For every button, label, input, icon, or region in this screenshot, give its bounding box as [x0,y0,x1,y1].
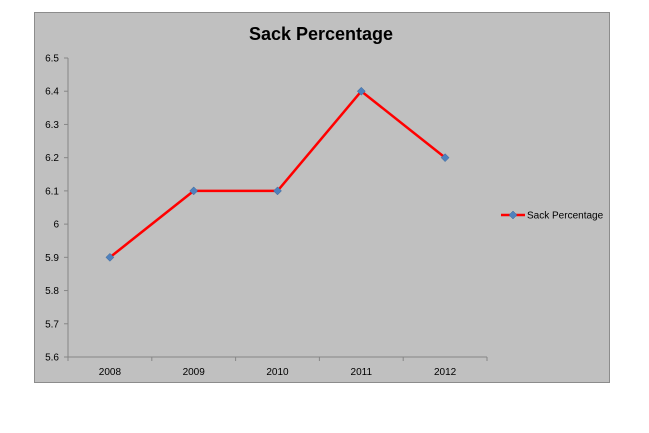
data-point-marker [189,186,199,196]
series-line [109,89,446,259]
y-tick-label: 6 [53,220,59,231]
x-tick-label: 2009 [183,367,206,378]
x-tick-label: 2012 [434,367,457,378]
x-tick-label: 2008 [99,367,122,378]
x-tick-label: 2011 [351,367,373,378]
y-tick-label: 5.7 [45,319,59,330]
x-tick-label: 2010 [266,367,289,378]
y-tick-label: 6.1 [45,186,59,197]
legend-label: Sack Percentage [527,211,604,222]
chart-title: Sack Percentage [249,24,393,44]
y-tick-label: 5.9 [45,253,59,264]
data-point-marker [440,153,450,163]
data-point-marker [356,86,366,96]
series-layer [105,86,450,262]
y-tick-label: 5.8 [45,286,59,297]
y-tick-label: 6.2 [45,153,59,164]
y-tick-label: 6.4 [45,87,59,98]
sack-percentage-chart: Sack Percentage 5.6 5.7 5.8 5.9 6 6.1 6.2 6.3 6.… [45,24,604,378]
legend: Sack Percentage [501,211,604,222]
y-tick-label: 6.3 [45,120,59,131]
axes: 5.6 5.7 5.8 5.9 6 6.1 6.2 6.3 6.4 6.5 2008 2009 2010… [45,54,488,378]
y-tick-label: 6.5 [45,54,59,65]
data-point-marker [105,252,115,262]
y-tick-label: 5.6 [45,353,59,364]
chart-frame: Sack Percentage 5.6 5.7 5.8 5.9 6 6.1 6.2 6.3 6.… [34,12,610,383]
legend-marker-swatch [508,210,518,220]
data-point-marker [273,186,282,196]
